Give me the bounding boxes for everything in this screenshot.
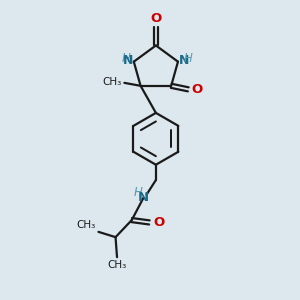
- Text: H: H: [122, 52, 130, 65]
- Text: N: N: [178, 54, 189, 67]
- Text: CH₃: CH₃: [103, 77, 122, 87]
- Text: N: N: [123, 54, 133, 67]
- Text: O: O: [192, 83, 203, 96]
- Text: H: H: [133, 186, 142, 199]
- Text: N: N: [138, 191, 149, 204]
- Text: H: H: [183, 52, 192, 65]
- Text: CH₃: CH₃: [107, 260, 127, 270]
- Text: O: O: [150, 12, 161, 25]
- Text: O: O: [153, 216, 164, 229]
- Text: CH₃: CH₃: [77, 220, 96, 230]
